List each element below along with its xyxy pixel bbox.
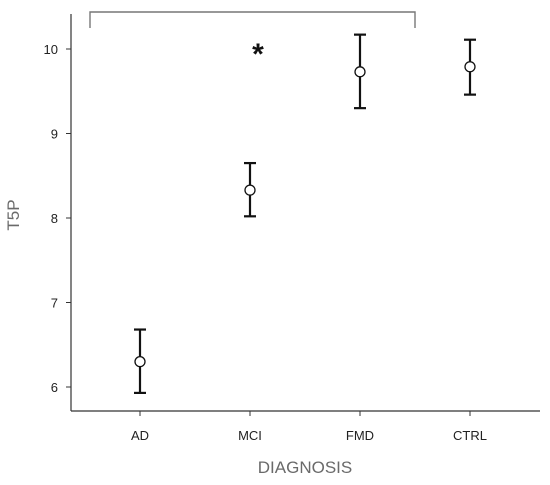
y-tick-label: 8 [51, 211, 58, 226]
y-ticks: 6 7 8 9 10 [44, 42, 71, 395]
y-tick-label: 7 [51, 296, 58, 311]
y-tick-label: 6 [51, 380, 58, 395]
point-mci [244, 184, 256, 196]
point-ctrl [464, 61, 476, 73]
x-tick-label: FMD [346, 428, 374, 443]
y-tick-label: 9 [51, 127, 58, 142]
data-points [134, 61, 476, 368]
significance-bracket [89, 11, 416, 28]
x-ticks: AD MCI FMD CTRL [131, 411, 487, 443]
axes [70, 14, 540, 412]
x-axis-title: DIAGNOSIS [258, 458, 352, 477]
point-fmd [354, 66, 366, 78]
point-ad [134, 355, 146, 368]
x-tick-label: CTRL [453, 428, 487, 443]
significance-star: * [252, 38, 264, 71]
x-tick-label: MCI [238, 428, 262, 443]
y-axis-title: T5P [4, 199, 23, 230]
bracket-line [89, 11, 416, 28]
error-bars [134, 33, 476, 395]
y-tick-label: 10 [44, 42, 58, 57]
x-tick-label: AD [131, 428, 149, 443]
